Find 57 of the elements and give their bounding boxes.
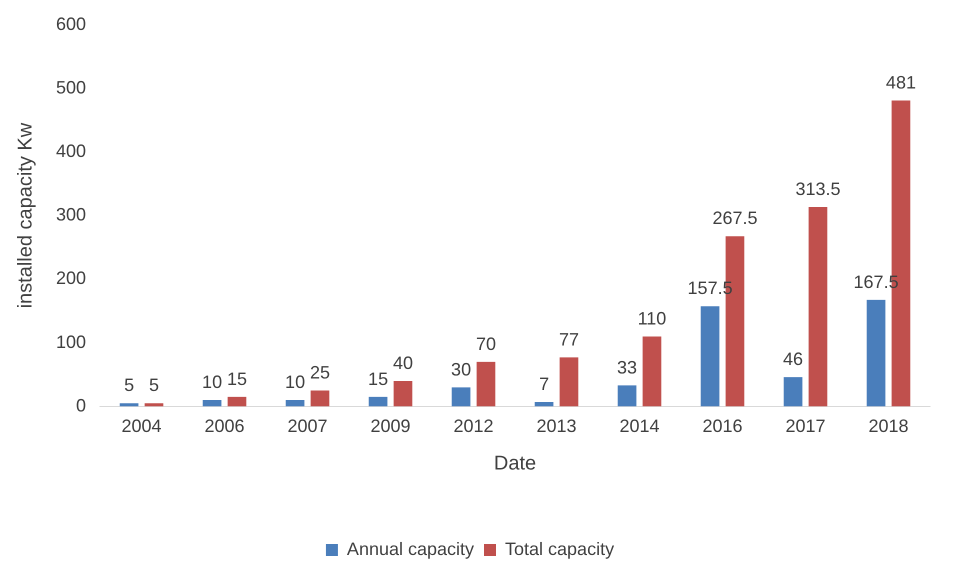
x-tick-label: 2016 xyxy=(702,416,743,436)
x-tick-label: 2007 xyxy=(288,416,328,436)
bar xyxy=(534,402,554,406)
bar xyxy=(866,300,886,406)
data-label: 33 xyxy=(617,357,638,378)
y-tick-label: 100 xyxy=(56,332,86,352)
x-tick-label: 2017 xyxy=(785,416,826,436)
bar xyxy=(286,400,304,406)
data-label: 267.5 xyxy=(712,208,758,228)
x-tick-label: 2014 xyxy=(619,416,660,436)
data-label: 481 xyxy=(886,72,916,92)
bar xyxy=(144,403,164,406)
data-label: 30 xyxy=(451,359,472,380)
data-label: 10 xyxy=(285,372,306,392)
bar xyxy=(784,377,802,406)
x-tick-label: 2004 xyxy=(122,416,162,436)
bar xyxy=(618,385,636,406)
data-label: 25 xyxy=(310,362,330,382)
data-label: 110 xyxy=(638,308,666,328)
y-tick-label: 300 xyxy=(56,204,86,225)
y-tick-label: 200 xyxy=(56,268,86,288)
x-axis-title: Date xyxy=(494,452,536,475)
bar xyxy=(700,306,720,406)
bar xyxy=(310,390,330,406)
legend-label: Total capacity xyxy=(505,538,614,559)
data-label: 10 xyxy=(202,372,222,392)
data-label: 70 xyxy=(476,334,496,354)
y-tick-label: 400 xyxy=(56,140,86,161)
y-tick-label: 600 xyxy=(56,14,86,34)
bar xyxy=(228,396,246,406)
bar xyxy=(808,207,828,406)
legend-label: Annual capacity xyxy=(346,538,474,559)
data-label: 5 xyxy=(148,375,159,396)
bar xyxy=(560,357,578,406)
data-label: 46 xyxy=(783,349,804,370)
bar xyxy=(642,336,662,406)
x-tick-label: 2012 xyxy=(453,416,494,436)
x-tick-label: 2006 xyxy=(204,416,245,436)
data-label: 40 xyxy=(392,352,413,373)
y-tick-label: 500 xyxy=(56,77,86,98)
bar xyxy=(476,362,496,406)
data-label: 7 xyxy=(539,374,550,394)
bar xyxy=(394,380,412,406)
bar xyxy=(368,396,388,406)
data-label: 15 xyxy=(226,368,247,389)
y-axis-title: installed capacity Kw xyxy=(14,122,37,308)
bar xyxy=(202,400,222,406)
y-tick-label: 0 xyxy=(76,395,86,416)
x-tick-label: 2009 xyxy=(370,416,411,436)
bar xyxy=(452,387,470,406)
data-label: 15 xyxy=(368,368,388,389)
x-tick-label: 2013 xyxy=(536,416,577,436)
data-label: 5 xyxy=(124,375,134,396)
bar xyxy=(120,403,138,406)
data-label: 77 xyxy=(558,329,579,350)
data-label: 313.5 xyxy=(795,178,840,199)
x-tick-label: 2018 xyxy=(868,416,909,436)
